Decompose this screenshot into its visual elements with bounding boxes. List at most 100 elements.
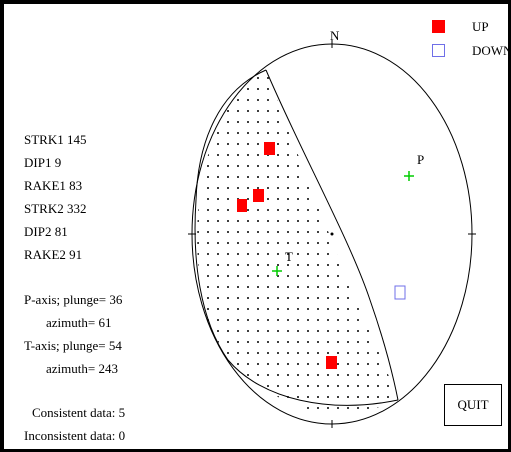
stipple-dot xyxy=(267,231,269,233)
stipple-dot xyxy=(247,220,249,222)
stipple-dot xyxy=(387,341,389,343)
stipple-dot xyxy=(287,143,289,145)
stipple-dot xyxy=(267,396,269,398)
stipple-dot xyxy=(307,132,309,134)
stipple-dot xyxy=(367,165,369,167)
stipple-dot xyxy=(257,319,259,321)
stipple-dot xyxy=(297,385,299,387)
stipple-dot xyxy=(397,242,398,244)
stipple-dot xyxy=(257,330,259,332)
stipple-dot xyxy=(387,165,389,167)
stipple-dot xyxy=(217,231,219,233)
stipple-dot xyxy=(227,154,229,156)
stipple-dot xyxy=(217,165,219,167)
stipple-dot xyxy=(387,121,389,123)
stipple-dot xyxy=(207,396,209,398)
stipple-dot xyxy=(347,308,349,310)
stipple-dot xyxy=(197,143,199,145)
stipple-dot xyxy=(287,187,289,189)
stipple-dot xyxy=(227,275,229,277)
stipple-dot xyxy=(297,99,299,101)
stipple-dot xyxy=(397,330,398,332)
stipple-dot xyxy=(207,385,209,387)
frame-border-left xyxy=(0,0,4,452)
stipple-dot xyxy=(387,253,389,255)
center-point xyxy=(330,232,334,236)
stipple-dot xyxy=(297,110,299,112)
stipple-dot xyxy=(227,121,229,123)
stipple-dot xyxy=(317,187,319,189)
stipple-dot xyxy=(327,330,329,332)
stipple-dot xyxy=(327,297,329,299)
stipple-dot xyxy=(357,154,359,156)
stipple-dot xyxy=(357,253,359,255)
stipple-dot xyxy=(207,352,209,354)
stipple-dot xyxy=(347,297,349,299)
stipple-dot xyxy=(287,77,289,79)
stipple-dot xyxy=(287,407,289,409)
stipple-dot xyxy=(207,231,209,233)
stipple-dot xyxy=(217,297,219,299)
stipple-dot xyxy=(217,242,219,244)
stipple-dot xyxy=(267,132,269,134)
stipple-dot xyxy=(347,264,349,266)
stipple-dot xyxy=(257,176,259,178)
stipple-dot xyxy=(357,341,359,343)
stipple-dot xyxy=(207,330,209,332)
stipple-dot xyxy=(197,154,199,156)
stipple-dot xyxy=(307,209,309,211)
stipple-dot xyxy=(267,110,269,112)
stipple-dot xyxy=(217,264,219,266)
stipple-dot xyxy=(387,187,389,189)
consistent-data-count: Consistent data: 5 xyxy=(32,405,126,420)
quit-button[interactable]: QUIT xyxy=(444,384,502,426)
stipple-dot xyxy=(277,396,279,398)
stipple-dot xyxy=(247,352,249,354)
stipple-dot xyxy=(277,220,279,222)
stipple-dot xyxy=(227,132,229,134)
stipple-dot xyxy=(227,231,229,233)
stipple-dot xyxy=(337,341,339,343)
stipple-dot xyxy=(247,297,249,299)
stipple-dot xyxy=(357,99,359,101)
stipple-dot xyxy=(387,110,389,112)
stipple-dot xyxy=(217,253,219,255)
stipple-dot xyxy=(267,187,269,189)
stipple-dot xyxy=(287,220,289,222)
stipple-dot xyxy=(197,165,199,167)
stipple-dot xyxy=(237,231,239,233)
stipple-dot xyxy=(367,242,369,244)
stipple-dot xyxy=(377,77,379,79)
stipple-dot xyxy=(367,308,369,310)
stipple-dot xyxy=(307,77,309,79)
stipple-dot xyxy=(387,385,389,387)
stipple-dot xyxy=(327,242,329,244)
strike2-readout: STRK2 332 xyxy=(24,201,87,216)
stipple-dot xyxy=(367,77,369,79)
stipple-dot xyxy=(317,363,319,365)
stipple-dot xyxy=(237,363,239,365)
inconsistent-data-count: Inconsistent data: 0 xyxy=(24,428,126,443)
stipple-dot xyxy=(397,374,398,376)
stipple-dot xyxy=(227,176,229,178)
stipple-dot xyxy=(347,132,349,134)
stipple-dot xyxy=(317,341,319,343)
stipple-dot xyxy=(327,374,329,376)
stipple-dot xyxy=(347,341,349,343)
stipple-dot xyxy=(217,396,219,398)
stipple-dot xyxy=(227,253,229,255)
stipple-dot xyxy=(257,374,259,376)
stipple-dot xyxy=(297,121,299,123)
stipple-dot xyxy=(337,88,339,90)
stipple-dot xyxy=(267,176,269,178)
stipple-dot xyxy=(227,297,229,299)
stipple-dot xyxy=(277,341,279,343)
rake2-readout: RAKE2 91 xyxy=(24,247,83,262)
stipple-dot xyxy=(247,242,249,244)
stipple-dot xyxy=(387,286,389,288)
stipple-dot xyxy=(277,297,279,299)
stipple-dot xyxy=(287,242,289,244)
stipple-dot xyxy=(367,352,369,354)
stipple-dot xyxy=(247,209,249,211)
legend-down-label: DOWN xyxy=(472,43,511,58)
